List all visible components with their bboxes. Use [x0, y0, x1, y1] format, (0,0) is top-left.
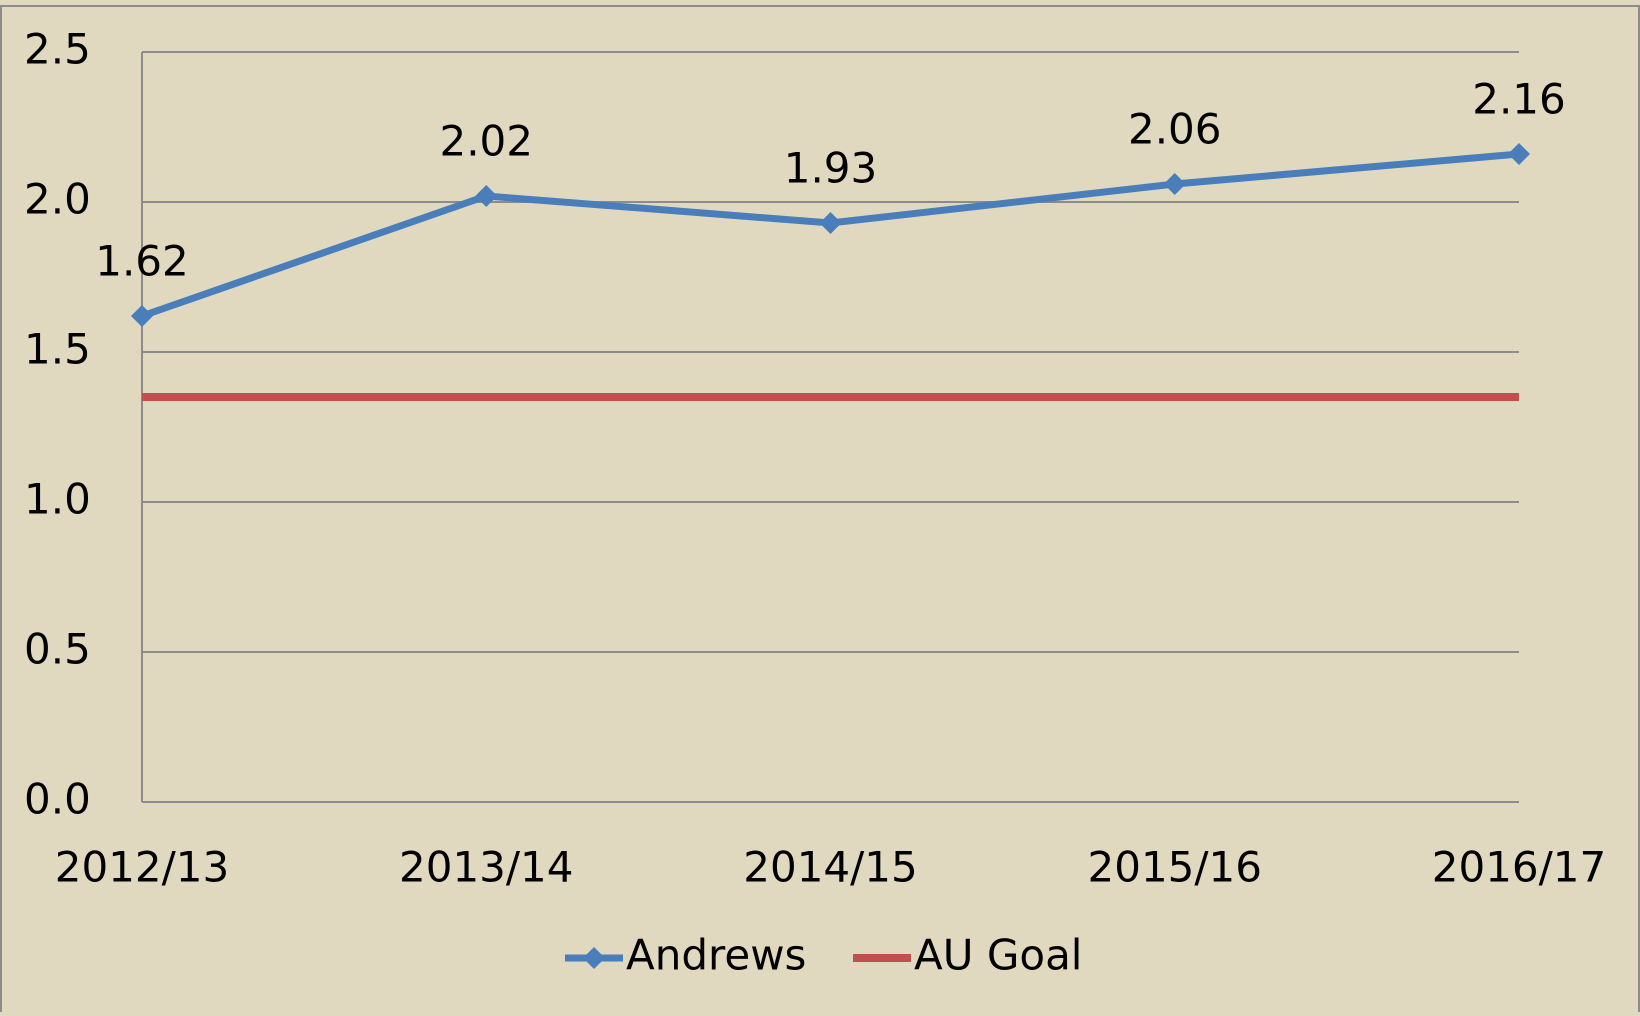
y-tick-label: 1.0 [24, 475, 91, 524]
data-marker [819, 212, 842, 234]
y-tick-label: 0.0 [24, 775, 91, 824]
data-marker [1163, 173, 1186, 195]
legend-label: AU Goal [914, 931, 1082, 980]
y-tick-label: 2.0 [24, 175, 91, 224]
data-marker [475, 185, 498, 207]
chart-background [0, 5, 1640, 1016]
data-label: 1.62 [95, 237, 189, 286]
y-tick-label: 0.5 [24, 625, 91, 674]
y-tick-label: 1.5 [24, 325, 91, 374]
data-marker [1508, 143, 1530, 165]
x-tick-label: 2015/16 [1088, 843, 1262, 892]
y-tick-label: 2.5 [24, 25, 91, 74]
data-label: 2.16 [1472, 75, 1566, 124]
data-label: 2.02 [439, 117, 533, 166]
x-tick-label: 2014/15 [743, 843, 917, 892]
x-tick-label: 2012/13 [55, 843, 229, 892]
legend-marker [583, 947, 605, 969]
legend-label: Andrews [626, 931, 806, 980]
data-marker [131, 305, 153, 327]
x-tick-label: 2013/14 [399, 843, 573, 892]
x-tick-label: 2016/17 [1432, 843, 1606, 892]
data-label: 1.93 [784, 144, 878, 193]
data-label: 2.06 [1128, 105, 1222, 154]
